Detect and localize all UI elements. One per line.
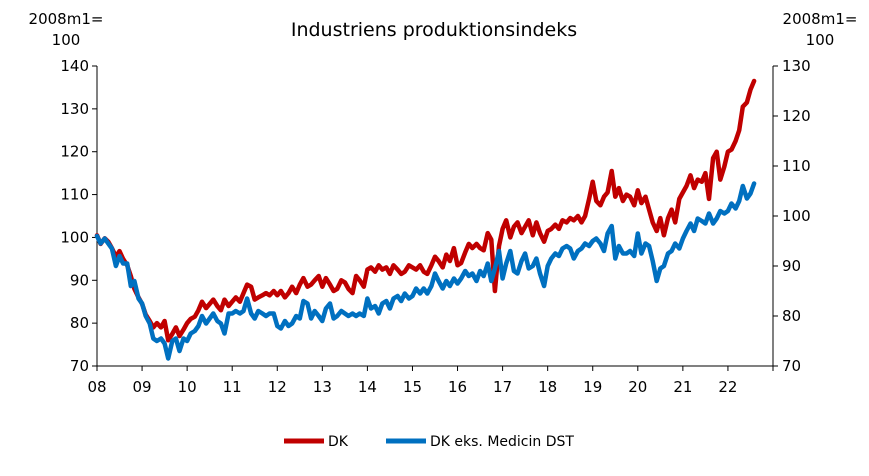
right-y-tick-label: 70 [782, 357, 801, 375]
series-line-dk [94, 78, 757, 343]
chart-title: Industriens produktionsindeks [291, 19, 577, 41]
left-y-tick-label: 80 [70, 314, 89, 332]
left-y-tick-label: 130 [60, 100, 89, 118]
x-tick-label: 12 [268, 378, 287, 396]
x-tick-label: 09 [133, 378, 152, 396]
x-tick-label: 17 [493, 378, 512, 396]
x-tick-label: 19 [583, 378, 602, 396]
right-y-tick-label: 100 [782, 207, 811, 225]
left-y-tick-label: 120 [60, 143, 89, 161]
series-layer [94, 78, 757, 361]
right-y-tick-label: 110 [782, 157, 811, 175]
right-axis-label-line1: 2008m1= [783, 10, 858, 28]
left-axis-label-line2: 100 [52, 31, 81, 49]
x-tick-label: 10 [178, 378, 197, 396]
x-tick-label: 22 [718, 378, 737, 396]
right-y-tick-label: 90 [782, 257, 801, 275]
axes: 70 80 90 100 110 120 130 140 70 80 90 100 110 120 130 0… [60, 57, 810, 396]
x-tick-label: 08 [87, 378, 106, 396]
x-tick-label: 18 [538, 378, 557, 396]
left-y-tick-label: 70 [70, 357, 89, 375]
left-y-tick-label: 90 [70, 271, 89, 289]
right-y-tick-label: 130 [782, 57, 811, 75]
x-tick-label: 21 [673, 378, 692, 396]
legend: DK DK eks. Medicin DST [284, 434, 574, 450]
x-tick-label: 11 [223, 378, 242, 396]
left-y-tick-label: 140 [60, 57, 89, 75]
left-axis-label-line1: 2008m1= [29, 10, 104, 28]
x-tick-label: 15 [403, 378, 422, 396]
left-y-tick-label: 100 [60, 228, 89, 246]
right-y-tick-label: 120 [782, 107, 811, 125]
x-tick-label: 14 [358, 378, 377, 396]
x-tick-label: 20 [628, 378, 647, 396]
series-line-dk-eks-medicin [94, 181, 757, 361]
x-tick-label: 16 [448, 378, 467, 396]
right-y-tick-label: 80 [782, 307, 801, 325]
x-tick-label: 13 [313, 378, 332, 396]
legend-label-dk-eks-medicin: DK eks. Medicin DST [430, 434, 574, 450]
right-axis-label-line2: 100 [806, 31, 835, 49]
legend-label-dk: DK [328, 434, 349, 450]
left-y-tick-label: 110 [60, 186, 89, 204]
